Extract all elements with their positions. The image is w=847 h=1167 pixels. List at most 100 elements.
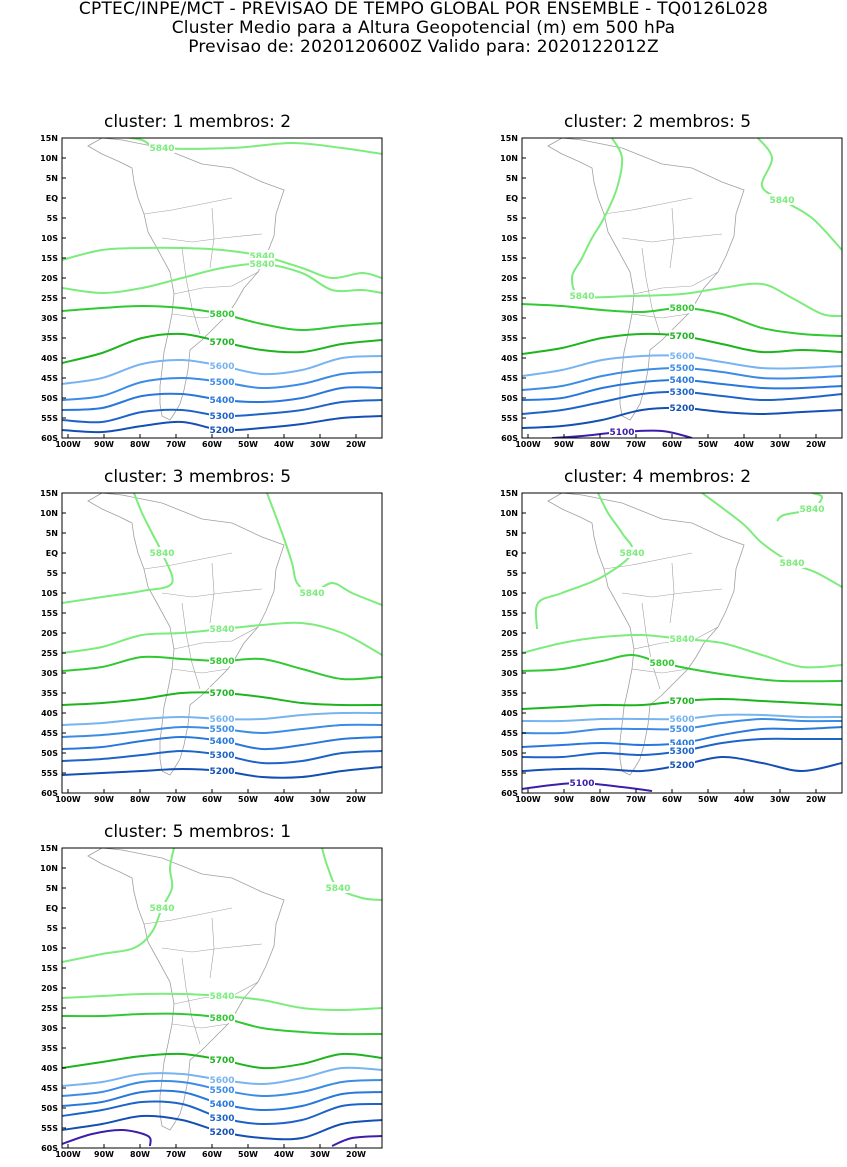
lat-label: 5S	[47, 214, 59, 223]
contour-label-5500: 5500	[209, 1086, 234, 1096]
contour-label-5840: 5840	[149, 144, 174, 154]
lat-label: 50S	[41, 1104, 58, 1113]
contour-label-5840: 5840	[325, 884, 350, 894]
contour-label-bg	[669, 402, 695, 413]
contour-label-5400: 5400	[209, 396, 234, 406]
contour-label-5400: 5400	[209, 1100, 234, 1110]
map-content: 5840584058405840580057005600550054005300…	[522, 493, 842, 792]
contour-label-5840: 5840	[669, 635, 694, 645]
lat-label: 50S	[41, 394, 58, 403]
map-svg: 5840584058405840580057005600550054005300…	[500, 489, 843, 804]
lat-label: 40S	[501, 709, 518, 718]
map-frame	[61, 137, 383, 439]
map-frame	[61, 847, 383, 1149]
lat-label: 15N	[40, 844, 58, 853]
contour-label-5840: 5840	[209, 625, 234, 635]
figure-header: CPTEC/INPE/MCT - PREVISAO DE TEMPO GLOBA…	[0, 0, 847, 57]
lon-label: 30W	[770, 795, 790, 804]
contour-label-bg	[209, 687, 235, 698]
contour-label-bg	[209, 394, 235, 405]
lat-label: EQ	[46, 904, 58, 913]
contour-label-5200: 5200	[209, 426, 234, 436]
lat-label: 30S	[41, 1024, 58, 1033]
contour-label-5400: 5400	[669, 739, 694, 749]
contour-label-bg	[209, 990, 235, 1001]
lat-label: EQ	[46, 194, 58, 203]
contour-label-bg	[149, 142, 175, 153]
lat-label: 20S	[41, 984, 58, 993]
lat-label: EQ	[46, 549, 58, 558]
lat-label: 25S	[41, 294, 58, 303]
lat-label: 60S	[41, 1144, 58, 1153]
lat-label: 55S	[41, 769, 58, 778]
country-border	[161, 233, 263, 243]
contour-label-bg	[209, 623, 235, 634]
lat-label: 10S	[41, 944, 58, 953]
contour-label-bg	[669, 362, 695, 373]
contour-label-5500: 5500	[209, 378, 234, 388]
contour-label-bg	[669, 330, 695, 341]
contour-label-5840: 5840	[249, 260, 274, 270]
lat-label: 55S	[501, 769, 518, 778]
contour-label-bg	[209, 376, 235, 387]
contour-label-bg	[209, 1012, 235, 1023]
lat-label: 55S	[501, 414, 518, 423]
lon-label: 80W	[590, 795, 610, 804]
country-border	[669, 207, 675, 269]
lon-label: 50W	[698, 440, 718, 449]
contour-label-5200: 5200	[209, 767, 234, 777]
lat-label: 45S	[41, 374, 58, 383]
contour-label-bg	[569, 290, 595, 301]
contour-label-bg	[669, 759, 695, 770]
contour-label-bg	[149, 547, 175, 558]
country-border	[603, 197, 693, 215]
contour-label-5400: 5400	[209, 737, 234, 747]
map-frame-bg	[62, 493, 382, 793]
lon-label: 40W	[274, 795, 294, 804]
coastline-south-america	[87, 848, 285, 1131]
contour-label-5600: 5600	[669, 352, 694, 362]
country-border	[181, 247, 201, 335]
map-frame	[521, 137, 843, 439]
lat-label: 15S	[501, 609, 518, 618]
lat-label: 15S	[41, 964, 58, 973]
contour-5100	[331, 1135, 382, 1147]
lon-label: 60W	[202, 1150, 222, 1159]
contour-label-bg	[209, 735, 235, 746]
map-frame	[521, 492, 843, 794]
lon-label: 70W	[166, 1150, 186, 1159]
contour-label-5700: 5700	[669, 332, 694, 342]
lat-label: 50S	[41, 749, 58, 758]
lat-label: 30S	[501, 314, 518, 323]
lat-label: 30S	[41, 314, 58, 323]
country-border	[631, 668, 689, 674]
contour-5840	[757, 138, 842, 251]
header-dates: Previsao de: 2020120600Z Valido para: 20…	[188, 37, 659, 57]
contour-label-bg	[149, 902, 175, 913]
contour-label-5100: 5100	[569, 779, 594, 789]
lat-label: 10S	[501, 234, 518, 243]
lon-label: 90W	[94, 440, 114, 449]
lon-label: 30W	[770, 440, 790, 449]
panel-title: cluster: 3 membros: 5	[103, 467, 292, 487]
coastline-south-america	[87, 138, 285, 421]
contour-5840	[62, 246, 382, 280]
lon-label: 70W	[626, 795, 646, 804]
contour-label-bg	[249, 250, 275, 261]
lon-label: 20W	[346, 795, 366, 804]
lat-label: 5S	[507, 214, 519, 223]
contour-label-bg	[669, 737, 695, 748]
lon-label: 100W	[515, 440, 541, 449]
contour-label-bg	[209, 1112, 235, 1123]
contour-label-bg	[209, 765, 235, 776]
contour-label-5700: 5700	[209, 689, 234, 699]
contour-label-5840: 5840	[569, 292, 594, 302]
lon-label: 30W	[310, 1150, 330, 1159]
lon-label: 20W	[346, 440, 366, 449]
contour-label-5600: 5600	[209, 362, 234, 372]
country-border	[209, 207, 215, 269]
lon-label: 30W	[310, 795, 330, 804]
map-svg: 5840 5840 5800 5700 5600 5500 5400 5300 5200 5100…	[500, 134, 843, 449]
contour-label-bg	[609, 426, 635, 437]
